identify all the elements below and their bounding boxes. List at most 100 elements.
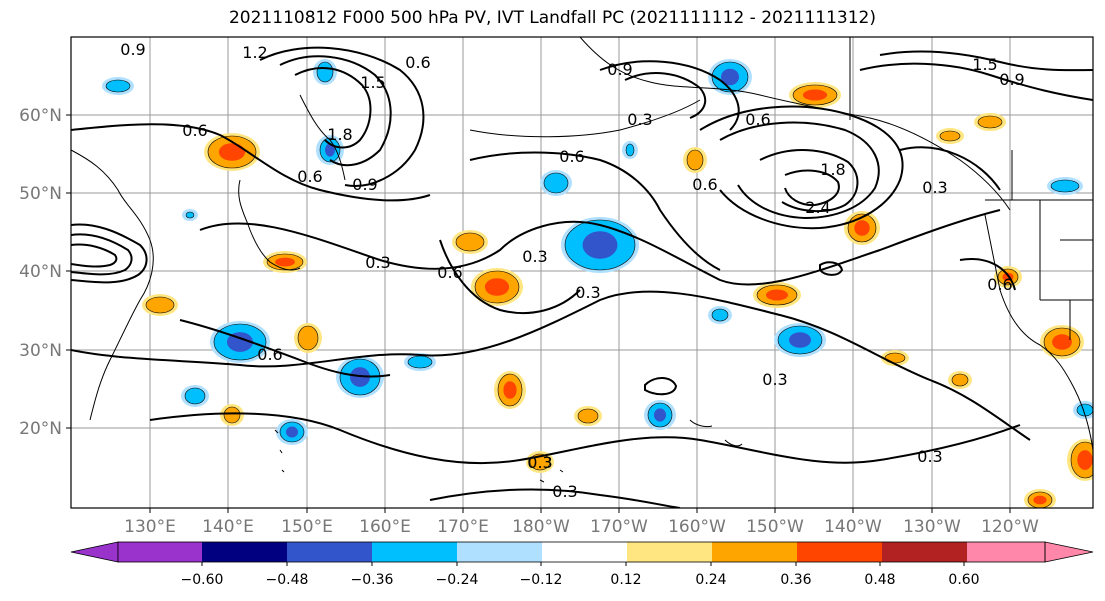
- pv-contour-0p3-tropic: [149, 412, 1021, 465]
- lat-label: 20°N: [19, 419, 62, 439]
- positive-pc-max: [503, 381, 517, 399]
- pv-contour-0p3-south: [71, 290, 1031, 441]
- contour-label: 0.6: [745, 110, 770, 129]
- colorbar-segment: [542, 542, 627, 562]
- negative-pc-min: [286, 426, 298, 438]
- negative-pc-min: [227, 332, 253, 352]
- positive-pc-core: [951, 373, 969, 387]
- pv-contour-0p9-ne: [859, 62, 1093, 101]
- map-background: [71, 37, 1093, 508]
- negative-pc-min: [325, 143, 335, 157]
- contour-label: 0.6: [692, 175, 717, 194]
- lat-label: 60°N: [19, 106, 62, 126]
- pv-contour-1p5-bering: [624, 72, 707, 119]
- coastline-pacific-islands: [274, 429, 564, 483]
- contour-label: 0.9: [352, 175, 377, 194]
- contour-label: 0.3: [365, 253, 390, 272]
- contour-label: 0.3: [922, 178, 947, 197]
- negative-pc-core: [711, 308, 729, 322]
- negative-pc-core: [625, 143, 635, 157]
- negative-pc-min: [789, 332, 811, 348]
- pv-contours: [71, 46, 1093, 508]
- colorbar-tick-label: 0.24: [695, 572, 726, 588]
- colorbar-tick-label: −0.24: [436, 572, 479, 588]
- negative-pc-core: [184, 387, 206, 405]
- colorbar-segment: [287, 542, 372, 562]
- coastline-kamchatka: [299, 94, 346, 181]
- contour-label: 1.5: [360, 73, 385, 92]
- coastline-hawaii: [689, 419, 743, 447]
- contour-label: 0.6: [297, 167, 322, 186]
- positive-pc-max: [854, 220, 870, 236]
- lon-label: 150°W: [746, 517, 804, 537]
- negative-pc-core: [1050, 179, 1080, 193]
- positive-pc-core: [455, 232, 485, 252]
- lon-label: 170°E: [437, 517, 489, 537]
- lon-label: 130°W: [903, 517, 961, 537]
- contour-label: 0.3: [762, 370, 787, 389]
- positive-pc-core: [977, 115, 1003, 129]
- colorbar-segment: [712, 542, 797, 562]
- contour-label: 0.3: [552, 482, 577, 501]
- pv-contour-0p9-kam: [259, 46, 425, 187]
- positive-pc-core: [145, 296, 175, 314]
- positive-pc-max: [1077, 450, 1093, 470]
- negative-pc-min: [721, 68, 739, 86]
- positive-pc-core: [686, 149, 704, 171]
- negative-pc-min: [654, 408, 666, 422]
- colorbar-tick-label: 0.12: [610, 572, 641, 588]
- contour-label: 1.2: [242, 43, 267, 62]
- colorbar-segment: [202, 542, 287, 562]
- pv-contour-0p6-asia: [71, 123, 431, 202]
- negative-pc-min: [582, 231, 618, 259]
- positive-pc-max: [275, 257, 295, 267]
- colorbar-segment: [372, 542, 457, 562]
- coastline-asia: [71, 149, 154, 421]
- contour-labels: 0.9 1.20.61.50.90.60.61.80.60.90.60.30.61…: [120, 40, 1024, 501]
- negative-pc-core: [185, 211, 195, 219]
- contour-label: 0.6: [182, 121, 207, 140]
- positive-pc-max: [802, 89, 828, 101]
- lon-label: 130°E: [124, 517, 176, 537]
- positive-pc-max: [218, 143, 246, 161]
- contour-label: 0.6: [257, 345, 282, 364]
- map-frame: [70, 36, 1094, 509]
- pv-contour-2p4-gulf: [784, 169, 840, 207]
- contour-label: 0.3: [627, 110, 652, 129]
- contour-label: 0.9: [120, 40, 145, 59]
- lon-label: 170°W: [590, 517, 648, 537]
- negative-pc-core: [316, 61, 334, 83]
- colorbar-tick-label: −0.48: [266, 572, 309, 588]
- contour-label: 0.3: [575, 283, 600, 302]
- pv-contour-0p6-west: [179, 319, 391, 378]
- positive-pc-core: [939, 130, 961, 142]
- lat-label: 30°N: [19, 341, 62, 361]
- latitude-axis: 60°N 50°N 40°N 30°N 20°N: [19, 106, 71, 439]
- pv-contour-small-1: [644, 377, 678, 396]
- longitude-axis: 130°E 140°E 150°E 160°E 170°E 180°W 170°W 160°W…: [124, 508, 1039, 537]
- pv-contour-1p5-kam: [294, 67, 372, 149]
- colorbar-tick-label: −0.12: [520, 572, 563, 588]
- colorbar-segment: [627, 542, 712, 562]
- pv-contour-1p5-ne: [879, 50, 1093, 72]
- pv-contour-jet-west-3: [71, 243, 118, 268]
- positive-pc-core: [297, 325, 319, 351]
- positive-pc-max: [484, 278, 510, 296]
- colorbar-segment: [457, 542, 542, 562]
- coastline-aleutians: [469, 99, 701, 138]
- pv-contour-0p9-gulf: [699, 105, 904, 230]
- contour-label: 1.8: [820, 160, 845, 179]
- negative-pc-min: [350, 367, 370, 387]
- negative-pc-core: [105, 79, 131, 93]
- pv-contour-0p3-north: [199, 209, 1001, 286]
- lon-label: 160°W: [668, 517, 726, 537]
- colorbar-segment: [882, 542, 967, 562]
- contour-label: 0.9: [607, 60, 632, 79]
- coastline-japan: [238, 179, 301, 271]
- colorbar-tick-label: −0.36: [351, 572, 394, 588]
- map-title: 2021110812 F000 500 hPa PV, IVT Landfall…: [228, 8, 876, 28]
- colorbar-tick-label: 0.48: [864, 572, 895, 588]
- contour-label: 0.6: [559, 147, 584, 166]
- colorbar-segment: [118, 542, 202, 562]
